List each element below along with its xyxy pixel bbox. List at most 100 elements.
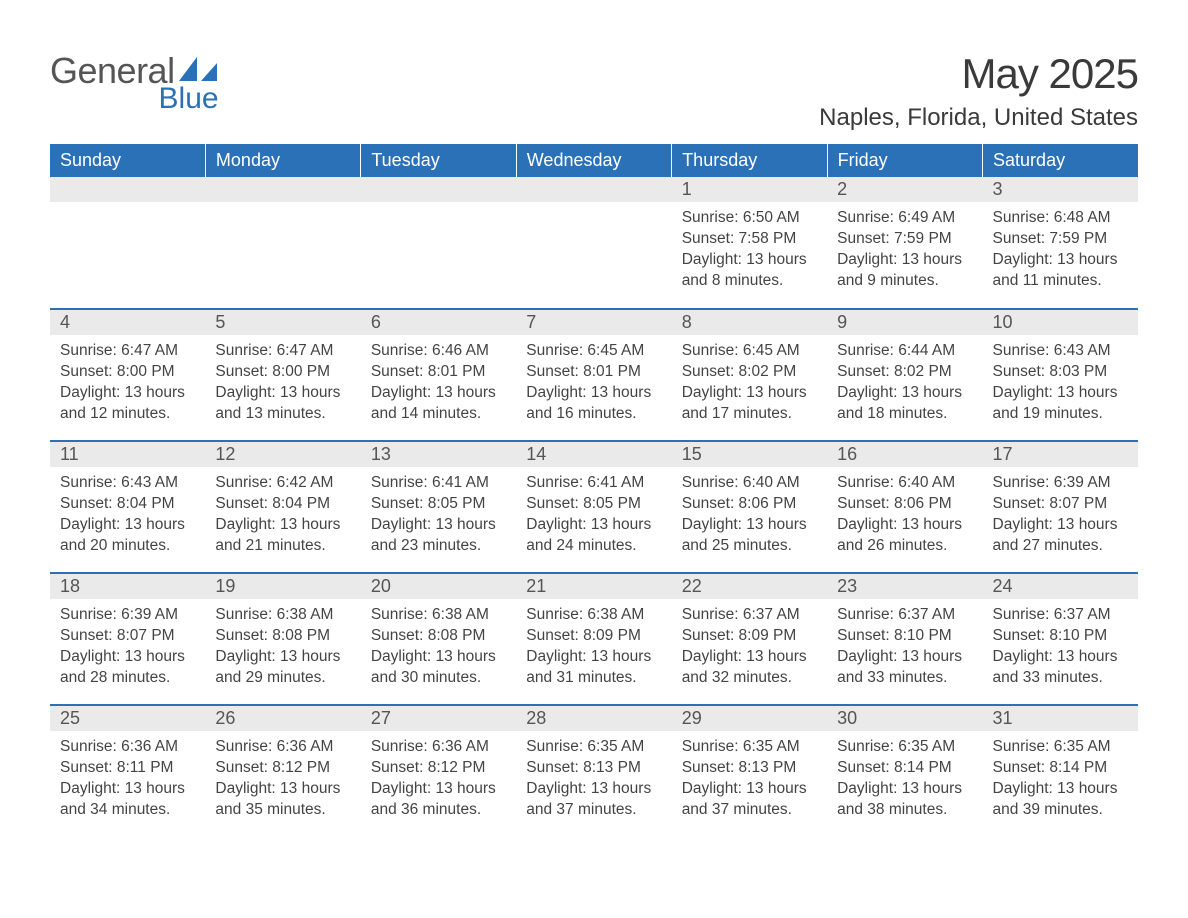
day-details: Sunrise: 6:35 AMSunset: 8:14 PMDaylight:… (983, 731, 1138, 825)
day-number: 29 (672, 706, 827, 731)
day-details: Sunrise: 6:50 AMSunset: 7:58 PMDaylight:… (672, 202, 827, 296)
day-number (205, 177, 360, 202)
calendar-day-cell: 4Sunrise: 6:47 AMSunset: 8:00 PMDaylight… (50, 309, 205, 441)
day-number: 23 (827, 574, 982, 599)
calendar-day-cell: 27Sunrise: 6:36 AMSunset: 8:12 PMDayligh… (361, 705, 516, 837)
calendar-day-cell: 2Sunrise: 6:49 AMSunset: 7:59 PMDaylight… (827, 177, 982, 309)
day-details: Sunrise: 6:45 AMSunset: 8:01 PMDaylight:… (516, 335, 671, 429)
logo: General Blue (50, 50, 219, 116)
calendar-day-cell: 17Sunrise: 6:39 AMSunset: 8:07 PMDayligh… (983, 441, 1138, 573)
day-number: 3 (983, 177, 1138, 202)
day-details: Sunrise: 6:36 AMSunset: 8:12 PMDaylight:… (205, 731, 360, 825)
calendar-day-cell: 14Sunrise: 6:41 AMSunset: 8:05 PMDayligh… (516, 441, 671, 573)
day-number: 5 (205, 310, 360, 335)
day-details: Sunrise: 6:41 AMSunset: 8:05 PMDaylight:… (516, 467, 671, 561)
day-number: 13 (361, 442, 516, 467)
calendar-day-cell: 15Sunrise: 6:40 AMSunset: 8:06 PMDayligh… (672, 441, 827, 573)
weekday-header: Saturday (983, 144, 1138, 177)
day-details: Sunrise: 6:44 AMSunset: 8:02 PMDaylight:… (827, 335, 982, 429)
day-details: Sunrise: 6:40 AMSunset: 8:06 PMDaylight:… (827, 467, 982, 561)
calendar-day-cell: 30Sunrise: 6:35 AMSunset: 8:14 PMDayligh… (827, 705, 982, 837)
day-number: 19 (205, 574, 360, 599)
day-number: 26 (205, 706, 360, 731)
day-details: Sunrise: 6:38 AMSunset: 8:08 PMDaylight:… (361, 599, 516, 693)
calendar-day-cell: 8Sunrise: 6:45 AMSunset: 8:02 PMDaylight… (672, 309, 827, 441)
calendar-day-cell: 13Sunrise: 6:41 AMSunset: 8:05 PMDayligh… (361, 441, 516, 573)
title-block: May 2025 Naples, Florida, United States (819, 50, 1138, 132)
day-number: 17 (983, 442, 1138, 467)
day-details: Sunrise: 6:35 AMSunset: 8:14 PMDaylight:… (827, 731, 982, 825)
day-number: 11 (50, 442, 205, 467)
day-details: Sunrise: 6:36 AMSunset: 8:12 PMDaylight:… (361, 731, 516, 825)
day-number: 31 (983, 706, 1138, 731)
day-details: Sunrise: 6:37 AMSunset: 8:09 PMDaylight:… (672, 599, 827, 693)
day-details: Sunrise: 6:43 AMSunset: 8:03 PMDaylight:… (983, 335, 1138, 429)
day-details: Sunrise: 6:47 AMSunset: 8:00 PMDaylight:… (50, 335, 205, 429)
calendar-week-row: 1Sunrise: 6:50 AMSunset: 7:58 PMDaylight… (50, 177, 1138, 309)
day-details: Sunrise: 6:42 AMSunset: 8:04 PMDaylight:… (205, 467, 360, 561)
calendar-day-cell: 29Sunrise: 6:35 AMSunset: 8:13 PMDayligh… (672, 705, 827, 837)
day-number: 8 (672, 310, 827, 335)
day-number: 28 (516, 706, 671, 731)
calendar-day-cell: 31Sunrise: 6:35 AMSunset: 8:14 PMDayligh… (983, 705, 1138, 837)
day-number: 4 (50, 310, 205, 335)
day-number: 14 (516, 442, 671, 467)
calendar-day-cell: 3Sunrise: 6:48 AMSunset: 7:59 PMDaylight… (983, 177, 1138, 309)
weekday-header: Wednesday (516, 144, 671, 177)
day-details: Sunrise: 6:47 AMSunset: 8:00 PMDaylight:… (205, 335, 360, 429)
day-details: Sunrise: 6:39 AMSunset: 8:07 PMDaylight:… (983, 467, 1138, 561)
day-number: 25 (50, 706, 205, 731)
weekday-header: Friday (827, 144, 982, 177)
calendar-day-cell: 1Sunrise: 6:50 AMSunset: 7:58 PMDaylight… (672, 177, 827, 309)
day-number: 12 (205, 442, 360, 467)
day-details: Sunrise: 6:36 AMSunset: 8:11 PMDaylight:… (50, 731, 205, 825)
day-number: 24 (983, 574, 1138, 599)
day-number: 9 (827, 310, 982, 335)
weekday-header-row: Sunday Monday Tuesday Wednesday Thursday… (50, 144, 1138, 177)
calendar-day-cell: 19Sunrise: 6:38 AMSunset: 8:08 PMDayligh… (205, 573, 360, 705)
calendar-day-cell (516, 177, 671, 309)
calendar-day-cell: 26Sunrise: 6:36 AMSunset: 8:12 PMDayligh… (205, 705, 360, 837)
calendar-day-cell: 24Sunrise: 6:37 AMSunset: 8:10 PMDayligh… (983, 573, 1138, 705)
day-number: 21 (516, 574, 671, 599)
day-details: Sunrise: 6:43 AMSunset: 8:04 PMDaylight:… (50, 467, 205, 561)
day-number: 2 (827, 177, 982, 202)
logo-word1: General (50, 50, 175, 92)
day-details: Sunrise: 6:37 AMSunset: 8:10 PMDaylight:… (983, 599, 1138, 693)
calendar-day-cell: 12Sunrise: 6:42 AMSunset: 8:04 PMDayligh… (205, 441, 360, 573)
calendar-day-cell: 9Sunrise: 6:44 AMSunset: 8:02 PMDaylight… (827, 309, 982, 441)
calendar-day-cell: 28Sunrise: 6:35 AMSunset: 8:13 PMDayligh… (516, 705, 671, 837)
day-details: Sunrise: 6:49 AMSunset: 7:59 PMDaylight:… (827, 202, 982, 296)
day-details: Sunrise: 6:38 AMSunset: 8:09 PMDaylight:… (516, 599, 671, 693)
day-number: 1 (672, 177, 827, 202)
day-number (361, 177, 516, 202)
calendar-day-cell (361, 177, 516, 309)
calendar-week-row: 25Sunrise: 6:36 AMSunset: 8:11 PMDayligh… (50, 705, 1138, 837)
calendar-day-cell: 22Sunrise: 6:37 AMSunset: 8:09 PMDayligh… (672, 573, 827, 705)
page-header: General Blue May 2025 Naples, Florida, U… (50, 50, 1138, 132)
day-details: Sunrise: 6:35 AMSunset: 8:13 PMDaylight:… (516, 731, 671, 825)
calendar-day-cell: 7Sunrise: 6:45 AMSunset: 8:01 PMDaylight… (516, 309, 671, 441)
day-number: 18 (50, 574, 205, 599)
day-details: Sunrise: 6:40 AMSunset: 8:06 PMDaylight:… (672, 467, 827, 561)
day-number: 6 (361, 310, 516, 335)
day-number: 27 (361, 706, 516, 731)
calendar-day-cell: 6Sunrise: 6:46 AMSunset: 8:01 PMDaylight… (361, 309, 516, 441)
day-number: 20 (361, 574, 516, 599)
calendar-week-row: 18Sunrise: 6:39 AMSunset: 8:07 PMDayligh… (50, 573, 1138, 705)
weekday-header: Sunday (50, 144, 205, 177)
day-number: 30 (827, 706, 982, 731)
calendar-day-cell: 20Sunrise: 6:38 AMSunset: 8:08 PMDayligh… (361, 573, 516, 705)
calendar-week-row: 11Sunrise: 6:43 AMSunset: 8:04 PMDayligh… (50, 441, 1138, 573)
calendar-day-cell: 10Sunrise: 6:43 AMSunset: 8:03 PMDayligh… (983, 309, 1138, 441)
calendar-day-cell: 5Sunrise: 6:47 AMSunset: 8:00 PMDaylight… (205, 309, 360, 441)
month-title: May 2025 (819, 50, 1138, 98)
location: Naples, Florida, United States (819, 104, 1138, 132)
calendar-table: Sunday Monday Tuesday Wednesday Thursday… (50, 144, 1138, 837)
logo-word2: Blue (159, 82, 219, 116)
calendar-day-cell: 25Sunrise: 6:36 AMSunset: 8:11 PMDayligh… (50, 705, 205, 837)
day-details: Sunrise: 6:39 AMSunset: 8:07 PMDaylight:… (50, 599, 205, 693)
day-number: 16 (827, 442, 982, 467)
weekday-header: Thursday (672, 144, 827, 177)
calendar-day-cell (205, 177, 360, 309)
